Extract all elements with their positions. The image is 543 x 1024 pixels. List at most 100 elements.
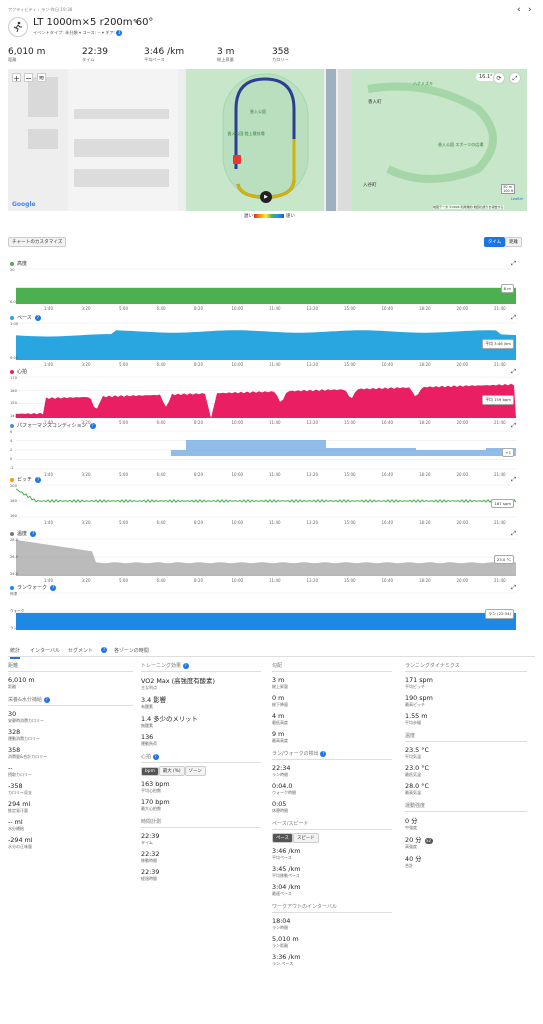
prev-activity-button[interactable]: ‹: [517, 5, 521, 15]
info-icon[interactable]: ?: [50, 584, 57, 591]
stat-item: 22:34 ラン時間: [272, 764, 392, 778]
chart-title[interactable]: ランウォーク?: [10, 584, 516, 591]
google-logo: Google: [12, 201, 36, 208]
stats-column-1: 距離 6,010 m 距離 栄養&水分補給 ? 30 安静時消費カロリー 328 運動消…: [8, 662, 133, 850]
chart-elev[interactable]: 高度 ⤢ 20 0.0 8 m 1:40 3:20 5:00 6:40 8:20 10:00 11:4…: [10, 260, 516, 314]
info-icon[interactable]: ?: [34, 314, 41, 321]
stat-item: 1.4 多少のメリット 無酸素: [141, 714, 261, 729]
layers-icon[interactable]: ≋: [37, 73, 46, 82]
chart-title[interactable]: 心拍: [10, 368, 516, 375]
chart-rw[interactable]: ランウォーク? ⤢ 停滞 ウォーク ラン ラン (22:34): [10, 584, 516, 640]
toggle-distance-button[interactable]: 距離: [505, 237, 522, 247]
stat-value: 3:04 /km: [272, 883, 301, 891]
chart-title[interactable]: ピッチ?: [10, 476, 516, 483]
stat-label: ウォーク時間: [272, 790, 296, 795]
section-temperature-title: 温度: [405, 732, 527, 742]
y-tick-label: 0:00: [10, 356, 19, 360]
x-tick-label: 6:40: [156, 362, 166, 367]
x-tick-label: 16:40: [381, 472, 394, 477]
expand-chart-icon[interactable]: ⤢: [511, 314, 516, 321]
expand-chart-icon[interactable]: ⤢: [511, 584, 516, 591]
segments-info-icon[interactable]: ?: [101, 647, 107, 653]
y-tick-label: 140: [10, 414, 17, 418]
zoom-out-button[interactable]: −: [24, 73, 33, 83]
section-intensity-title: 運動強度: [405, 802, 527, 812]
stat-value: 1.4 多少のメリット: [141, 715, 198, 723]
customize-charts-button[interactable]: チャートのカスタマイズ: [8, 237, 67, 247]
stat-item: -358 カロリー収支: [8, 782, 133, 796]
section-runwalk-title: ラン/ウォークの検出 ?: [272, 750, 392, 760]
x-tick-label: 15:00: [344, 472, 356, 477]
event-type-select[interactable]: イベントタイプ: 未分類: [33, 30, 78, 35]
breadcrumb[interactable]: アクティビティ › ラン 昨日 19:38: [8, 7, 73, 12]
map-label-stadium: 香入公園 陸上競技場: [227, 131, 265, 136]
info-icon[interactable]: ?: [89, 422, 96, 429]
y-tick-label: 4: [10, 439, 13, 443]
activity-subline: イベントタイプ: 未分類 ▾ コース: -- ▾ ギア: 1: [33, 30, 123, 36]
stat-label: 無酸素: [141, 723, 153, 728]
stat-label: 平均ペース: [272, 855, 292, 860]
expand-chart-icon[interactable]: ⤢: [511, 476, 516, 483]
tab-segments[interactable]: セグメント: [68, 648, 94, 654]
x-tick-label: 3:20: [81, 472, 91, 477]
toggle-time-button[interactable]: タイム: [484, 237, 506, 247]
chart-title[interactable]: パフォーマンスコンディション?: [10, 422, 516, 429]
x-tick-label: 18:20: [419, 578, 431, 583]
stat-item: 22:39 経過時間: [141, 868, 261, 882]
map-attribution[interactable]: 地図データ ©2024 利用規約 地図の誤りを報告する: [433, 205, 504, 209]
chart-pc[interactable]: パフォーマンスコンディション? ⤢ 6 4 2 0 -2 +1 1:40 3:20 5:00 6:40…: [10, 422, 516, 480]
tab-intervals[interactable]: インターバル: [30, 648, 60, 654]
gear-label[interactable]: ギア:: [105, 30, 116, 35]
stat-value: 22:34: [272, 764, 291, 772]
expand-chart-icon[interactable]: ⤢: [511, 422, 516, 429]
edit-title-icon[interactable]: ✎: [133, 18, 139, 26]
map-label-hanamizuki: ハナミズキ: [413, 81, 433, 86]
chart-cad[interactable]: ピッチ? ⤢ 200 180 160 187 spm 1:40 3:20 5:00 6:40 8:2…: [10, 476, 516, 528]
pace-tab-pace[interactable]: ペース: [272, 833, 293, 843]
route-map[interactable]: + − ≋ 16.1° ⟳ ⤢ ▶ 香入公園 陸上競技場 香入公園 香入町 入谷…: [8, 69, 527, 211]
hr-tab-max[interactable]: 最大 (%): [158, 766, 185, 776]
stat-value: 3:45 /km: [272, 865, 301, 873]
x-tick-label: 10:00: [231, 472, 244, 477]
stat-label: ラン距離: [272, 943, 288, 948]
gear-count-badge[interactable]: 1: [116, 30, 123, 36]
x-tick-label: 16:40: [381, 578, 394, 583]
expand-chart-icon[interactable]: ⤢: [511, 530, 516, 537]
info-icon[interactable]: ?: [35, 476, 42, 483]
zoom-in-button[interactable]: +: [12, 73, 21, 83]
info-icon[interactable]: ?: [30, 530, 37, 537]
stat-item: 23.0 °C 最低気温: [405, 764, 527, 778]
stat-label: ラン ペース: [272, 961, 294, 966]
hr-tab-bpm[interactable]: bpm: [141, 767, 159, 776]
x-tick-label: 18:20: [419, 306, 431, 311]
leaflet-link[interactable]: Leaflet: [511, 197, 523, 201]
chart-value-badge: ラン (22:34): [485, 609, 514, 620]
pace-tab-speed[interactable]: スピード: [292, 833, 319, 843]
next-activity-button[interactable]: ›: [528, 5, 532, 15]
y-tick-label: 0: [10, 457, 13, 461]
stat-value: 1.55 m: [405, 712, 428, 720]
course-select[interactable]: コース: --: [82, 30, 101, 35]
x-tick-label: 13:20: [306, 578, 319, 583]
hr-tab-zone[interactable]: ゾーン: [184, 766, 206, 776]
fullscreen-icon[interactable]: ⤢: [509, 72, 521, 84]
stat-value: 5,010 m: [272, 935, 299, 943]
play-route-button[interactable]: ▶: [260, 191, 272, 203]
stat-item: 6,010 m 距離: [8, 676, 133, 690]
chart-title[interactable]: 温度?: [10, 530, 516, 537]
chart-temp[interactable]: 温度? ⤢ 28.0 26.0 24.0 23.0 °C 1:40 3:20 5:00 6:40 8…: [10, 530, 516, 586]
chart-title[interactable]: 高度: [10, 260, 516, 267]
activity-title[interactable]: LT 1000m×5 r200m 60°: [33, 17, 154, 28]
chart-pace[interactable]: ペース? ⤢ 1:00 0:00 平均 3:46 /km 1:40 3:20 5:00 6:40…: [10, 314, 516, 370]
x-tick-label: 5:00: [119, 420, 128, 425]
stat-value: 23.0 °C: [405, 764, 429, 772]
stat-value: 0:04.0: [272, 782, 293, 790]
chart-hr[interactable]: 心拍 ⤢ 170 160 150 140 平均 159 bpm 1:40 3:20 5:00 6:4…: [10, 368, 516, 428]
tab-time-in-zones[interactable]: 各ゾーンの時間: [114, 648, 149, 654]
expand-chart-icon[interactable]: ⤢: [511, 368, 516, 375]
tab-stats[interactable]: 統計: [10, 647, 21, 659]
expand-chart-icon[interactable]: ⤢: [511, 260, 516, 267]
stat-item: 0 分中強度: [405, 816, 527, 831]
chart-title[interactable]: ペース?: [10, 314, 516, 321]
stat-distance: 6,010 m 距離: [8, 47, 46, 62]
